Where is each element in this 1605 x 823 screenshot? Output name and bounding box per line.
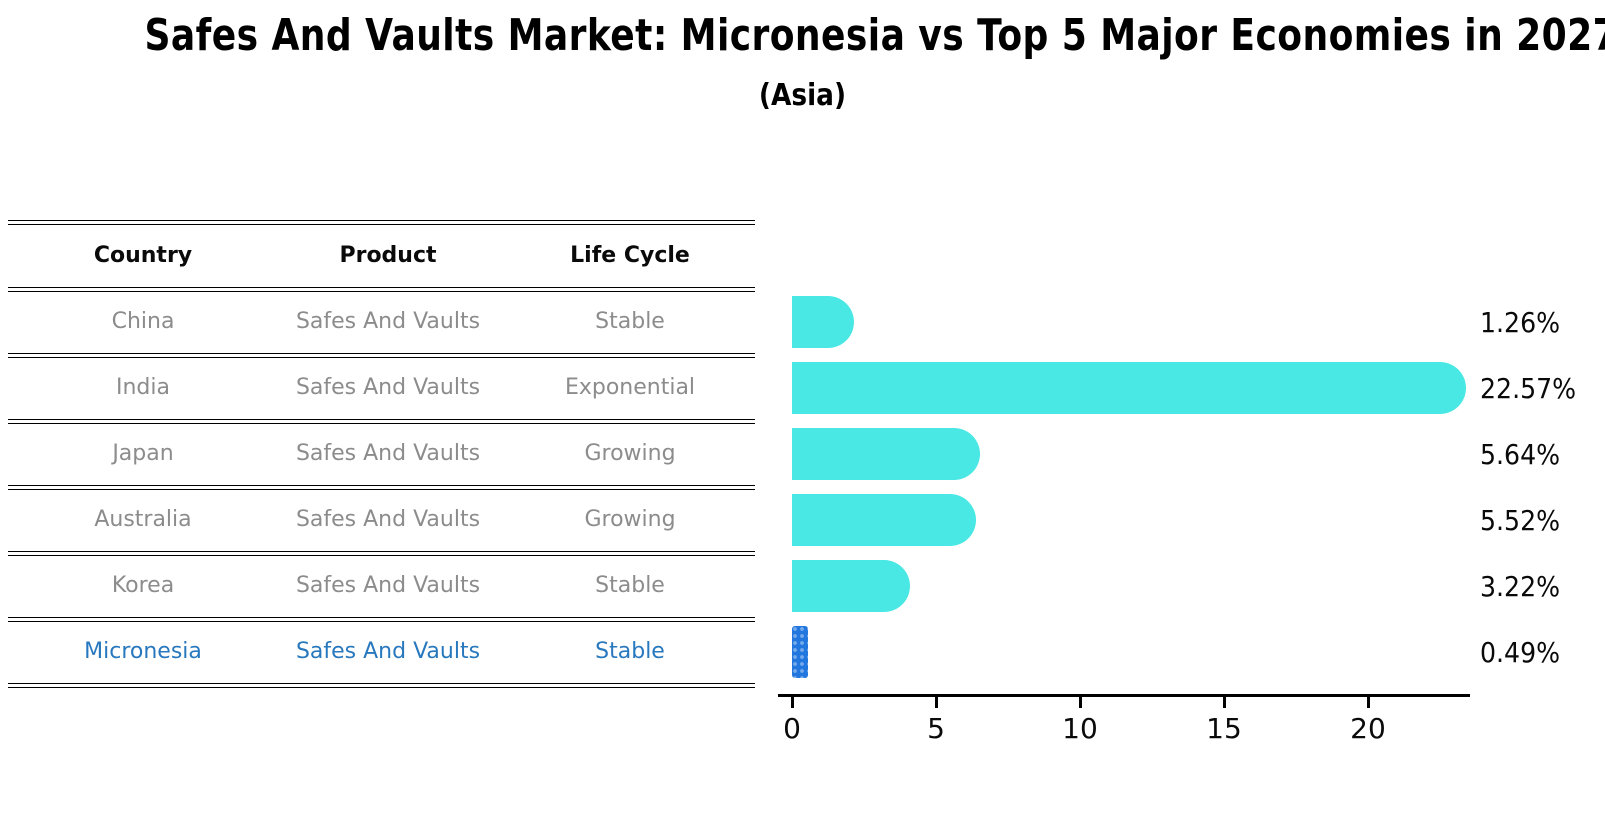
- x-axis-tick: [791, 694, 794, 708]
- x-axis-tick-label: 20: [1350, 712, 1386, 745]
- value-label: 5.64%: [1480, 437, 1561, 471]
- country-cell: Australia: [94, 507, 192, 532]
- table-separator-line: [8, 287, 755, 292]
- life-cycle-cell: Stable: [595, 639, 665, 664]
- table-separator-line: [8, 683, 755, 688]
- x-axis-tick-label: 10: [1062, 712, 1098, 745]
- country-cell: China: [111, 309, 175, 334]
- x-axis-tick: [935, 694, 938, 708]
- x-axis-tick-label: 15: [1206, 712, 1242, 745]
- table-row-highlighted: Micronesia Safes And Vaults Stable: [0, 626, 760, 678]
- table-header-life-cycle: Life Cycle: [570, 243, 690, 268]
- table-separator-line: [8, 220, 755, 225]
- x-axis-line: [778, 694, 1470, 697]
- bar-india: [792, 362, 1466, 414]
- life-cycle-cell: Growing: [584, 441, 676, 466]
- x-axis-tick: [1367, 694, 1370, 708]
- bar-australia: [792, 494, 977, 546]
- table-row: Australia Safes And Vaults Growing: [0, 494, 760, 546]
- value-label: 5.52%: [1480, 503, 1561, 537]
- table-row: Korea Safes And Vaults Stable: [0, 560, 760, 612]
- value-label: 1.26%: [1480, 305, 1561, 339]
- product-cell: Safes And Vaults: [295, 309, 481, 334]
- product-cell: Safes And Vaults: [295, 441, 481, 466]
- life-cycle-cell: Growing: [584, 507, 676, 532]
- table-separator-line: [8, 617, 755, 622]
- life-cycle-cell: Stable: [595, 573, 665, 598]
- bar-micronesia-highlighted: [792, 626, 809, 678]
- table-separator-line: [8, 353, 755, 358]
- table-header-country: Country: [93, 243, 193, 268]
- product-cell: Safes And Vaults: [295, 573, 481, 598]
- x-axis-tick-label: 0: [783, 712, 801, 745]
- life-cycle-cell: Exponential: [564, 375, 696, 400]
- table-separator-line: [8, 551, 755, 556]
- country-cell: Korea: [111, 573, 175, 598]
- table-row: India Safes And Vaults Exponential: [0, 362, 760, 414]
- table-row: Japan Safes And Vaults Growing: [0, 428, 760, 480]
- table-row: China Safes And Vaults Stable: [0, 296, 760, 348]
- x-axis-tick: [1079, 694, 1082, 708]
- bar-china: [792, 296, 855, 348]
- chart-title: Safes And Vaults Market: Micronesia vs T…: [144, 10, 1605, 61]
- product-cell: Safes And Vaults: [295, 507, 481, 532]
- country-cell: India: [116, 375, 170, 400]
- bar-japan: [792, 428, 980, 480]
- value-label: 3.22%: [1480, 569, 1561, 603]
- table-separator-line: [8, 419, 755, 424]
- value-label: 0.49%: [1480, 635, 1561, 669]
- bar-korea: [792, 560, 911, 612]
- value-label: 22.57%: [1480, 371, 1577, 405]
- table-header-row: Country Product Life Cycle: [0, 230, 760, 282]
- product-cell: Safes And Vaults: [295, 639, 481, 664]
- table-header-product: Product: [339, 243, 437, 268]
- country-cell: Micronesia: [84, 639, 202, 664]
- x-axis-tick: [1223, 694, 1226, 708]
- x-axis-tick-label: 5: [927, 712, 945, 745]
- table-separator-line: [8, 485, 755, 490]
- life-cycle-cell: Stable: [595, 309, 665, 334]
- chart-subtitle: (Asia): [758, 78, 847, 113]
- product-cell: Safes And Vaults: [295, 375, 481, 400]
- country-cell: Japan: [112, 441, 174, 466]
